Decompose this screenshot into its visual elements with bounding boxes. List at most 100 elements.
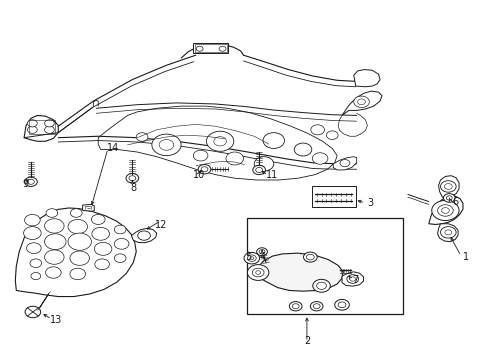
Circle shape (213, 136, 226, 146)
Circle shape (44, 250, 64, 264)
Circle shape (294, 143, 311, 156)
Polygon shape (353, 69, 379, 87)
Circle shape (431, 201, 458, 221)
Text: 3: 3 (366, 198, 373, 208)
Circle shape (114, 225, 126, 234)
Circle shape (225, 152, 243, 165)
Circle shape (306, 254, 314, 260)
Circle shape (114, 254, 126, 262)
Text: 4: 4 (259, 252, 265, 262)
Circle shape (446, 196, 451, 200)
Polygon shape (98, 106, 336, 180)
Circle shape (259, 249, 264, 254)
Circle shape (252, 165, 265, 175)
Circle shape (45, 267, 61, 278)
Bar (311, 186, 355, 207)
Circle shape (92, 227, 109, 240)
Circle shape (256, 248, 267, 256)
Polygon shape (131, 228, 157, 243)
Bar (194, 44, 226, 52)
Polygon shape (341, 91, 381, 116)
Text: 5: 5 (245, 252, 251, 262)
Circle shape (310, 125, 324, 135)
Text: 13: 13 (50, 315, 62, 325)
Text: 6: 6 (451, 197, 457, 207)
Circle shape (247, 255, 256, 261)
Polygon shape (341, 272, 363, 286)
Circle shape (440, 181, 455, 192)
Bar (193, 43, 228, 53)
Circle shape (196, 46, 203, 51)
Circle shape (444, 230, 451, 235)
Circle shape (152, 134, 181, 156)
Circle shape (27, 120, 37, 127)
Circle shape (357, 99, 365, 105)
Circle shape (252, 268, 264, 277)
Circle shape (255, 271, 260, 274)
Circle shape (255, 167, 262, 172)
Circle shape (206, 131, 233, 151)
Circle shape (44, 120, 54, 127)
Circle shape (440, 226, 455, 238)
Circle shape (313, 304, 320, 309)
Circle shape (138, 231, 150, 240)
Circle shape (254, 157, 273, 171)
Circle shape (437, 205, 452, 216)
Circle shape (44, 234, 66, 249)
Circle shape (316, 282, 326, 289)
Text: 2: 2 (303, 336, 309, 346)
Circle shape (70, 268, 85, 280)
Text: 8: 8 (130, 183, 136, 193)
Text: 11: 11 (266, 170, 278, 180)
Circle shape (312, 279, 330, 292)
Circle shape (68, 233, 91, 250)
Circle shape (94, 242, 112, 255)
Circle shape (159, 139, 173, 150)
Circle shape (70, 209, 82, 217)
Circle shape (346, 275, 358, 283)
Circle shape (326, 131, 337, 139)
Circle shape (337, 302, 345, 308)
Circle shape (353, 96, 368, 108)
Polygon shape (332, 157, 356, 170)
Circle shape (292, 304, 299, 309)
Circle shape (26, 243, 41, 253)
Text: 12: 12 (155, 220, 167, 230)
Text: 10: 10 (193, 170, 205, 180)
Text: 9: 9 (22, 179, 29, 189)
Circle shape (95, 259, 109, 270)
Circle shape (441, 208, 448, 213)
Circle shape (23, 226, 41, 239)
Circle shape (114, 238, 129, 249)
Circle shape (289, 302, 302, 311)
Circle shape (244, 252, 259, 264)
Circle shape (339, 159, 349, 167)
Polygon shape (428, 196, 462, 225)
Circle shape (443, 194, 454, 202)
Circle shape (312, 153, 327, 164)
Polygon shape (82, 204, 94, 211)
Circle shape (219, 46, 225, 51)
Circle shape (44, 219, 64, 233)
Text: 1: 1 (462, 252, 468, 262)
Circle shape (136, 133, 148, 141)
Circle shape (70, 251, 89, 265)
Circle shape (303, 252, 317, 262)
Circle shape (193, 150, 207, 161)
Polygon shape (15, 208, 136, 297)
Text: 14: 14 (107, 143, 119, 153)
Circle shape (27, 179, 34, 184)
Polygon shape (24, 116, 58, 141)
Circle shape (349, 277, 355, 281)
Circle shape (31, 273, 41, 280)
Circle shape (46, 209, 58, 217)
Circle shape (126, 174, 139, 183)
Circle shape (24, 177, 37, 186)
Circle shape (24, 215, 40, 226)
Circle shape (247, 265, 268, 280)
Text: 7: 7 (351, 275, 357, 285)
Polygon shape (437, 224, 457, 242)
Circle shape (30, 259, 41, 267)
Polygon shape (254, 253, 342, 291)
Circle shape (91, 215, 105, 225)
